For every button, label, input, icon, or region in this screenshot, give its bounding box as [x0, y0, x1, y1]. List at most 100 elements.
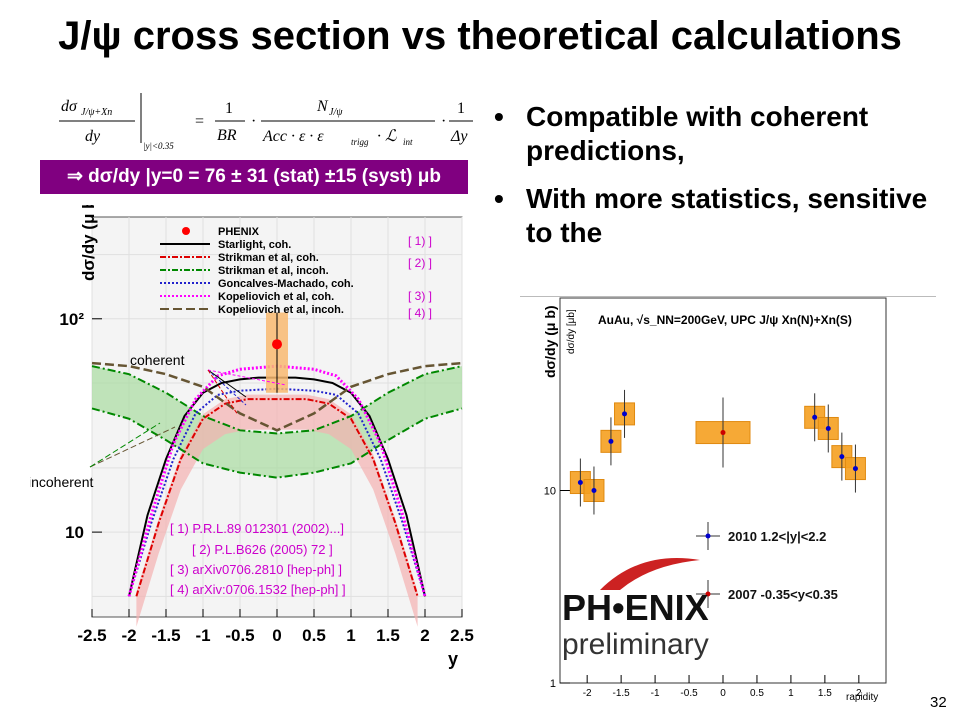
formula-eval-sub: |y|<0.35: [143, 141, 174, 151]
left-legend-label: Kopeliovich et al, coh.: [218, 291, 334, 303]
formula-f2-num-sub: J/ψ: [329, 107, 343, 118]
ref-tag: [ 2) ]: [408, 256, 432, 270]
data-point: [852, 466, 858, 472]
right-x-tick-label: 1.5: [818, 688, 832, 699]
bullet-list: Compatible with coherent predictions, Wi…: [490, 100, 940, 264]
right-inner-y-label: dσ/dy [μb]: [566, 309, 577, 354]
left-legend-marker: [182, 227, 190, 235]
formula-lhs-sub: J/ψ+Xn: [81, 107, 112, 118]
svg-text:·: ·: [441, 113, 446, 130]
right-legend: 2010 1.2<|y|<2.2 2007 -0.35<y<0.35: [696, 522, 838, 608]
right-x-ticks: -2 -1.5 -1 -0.5 0 0.5 1 1.5 2: [583, 675, 862, 699]
left-x-tick-label: -2.5: [77, 626, 106, 645]
curve-strikman-coh: [135, 398, 419, 597]
right-legend-marker: [705, 591, 711, 597]
data-point: [839, 454, 845, 460]
right-x-tick-label: 1: [788, 688, 794, 699]
right-x-tick-label: -1.5: [613, 688, 631, 699]
left-y-axis-label: dσ/dy (μ b): [79, 205, 98, 281]
left-legend-label: Starlight, coh.: [218, 239, 291, 251]
left-legend-label: Strikman et al, coh.: [218, 252, 319, 264]
divider-line: [520, 296, 936, 297]
left-legend-label: Kopeliovich et al, incoh.: [218, 304, 344, 316]
data-point: [812, 414, 818, 420]
left-y-ticks: 10 10²: [59, 310, 102, 542]
formula-lhs-den: dy: [85, 128, 101, 145]
left-x-tick-label: 2: [420, 626, 429, 645]
left-x-tick-label: -2: [121, 626, 136, 645]
data-point: [608, 438, 614, 444]
right-x-tick-label: -2: [583, 688, 592, 699]
right-x-tick-label: -1: [651, 688, 660, 699]
formula-f2-den-tail: · ℒ: [377, 128, 397, 145]
right-plot-frame: [559, 297, 887, 684]
formula-f2-den-sub: trigg: [351, 137, 369, 147]
right-chart-title: AuAu, √s_NN=200GeV, UPC J/ψ Xn(N)+Xn(S): [598, 313, 852, 327]
left-x-tick-label: 1.5: [376, 626, 400, 645]
data-point: [720, 430, 726, 436]
phenix-data-point: [272, 339, 282, 350]
reference-line: [ 3) arXiv0706.2810 [hep-ph] ]: [170, 562, 342, 577]
cross-section-formula: dσ J/ψ+Xn dy |y|<0.35 = 1 BR · N J/ψ Acc…: [59, 93, 473, 151]
left-bands: [92, 366, 462, 627]
right-legend-label: 2007 -0.35<y<0.35: [728, 587, 838, 602]
right-x-tick-label: 0.5: [750, 688, 764, 699]
left-legend-label: PHENIX: [218, 226, 260, 238]
logo-text: PH•ENIX: [562, 587, 709, 628]
left-x-tick-label: -1.5: [151, 626, 180, 645]
right-x-tick-label: -0.5: [680, 688, 698, 699]
formula-f1-den: BR: [217, 127, 237, 144]
curve-kopeliovich-incoh: [91, 361, 463, 432]
curve-strikman-incoh-lower: [91, 407, 463, 479]
reference-line: [ 4) arXiv:0706.1532 [hep-ph] ]: [170, 582, 346, 597]
slide-title: J/ψ cross section vs theoretical calcula…: [58, 14, 902, 58]
left-x-tick-label: 1: [346, 626, 355, 645]
data-point: [825, 425, 831, 431]
page-number: 32: [930, 694, 947, 711]
left-x-tick-label: -1: [195, 626, 210, 645]
right-legend-label: 2010 1.2<|y|<2.2: [728, 529, 826, 544]
left-legend-label: Goncalves-Machado, coh.: [218, 278, 354, 290]
right-y-ticks: 1 10: [544, 486, 570, 690]
data-point: [577, 480, 583, 486]
rapidity-measurement-chart: dσ/dy (μ b) dσ/dy [μb] AuAu, √s_NN=200Ge…: [542, 297, 887, 703]
svg-text:·: ·: [251, 113, 256, 130]
right-points: [569, 389, 866, 515]
ref-tag: [ 3) ]: [408, 289, 432, 303]
reference-line: [ 1) P.R.L.89 012301 (2002)...]: [170, 521, 344, 536]
formula-lhs-num: dσ: [61, 98, 78, 115]
bullet-item: With more statistics, sensitive to the: [490, 182, 940, 250]
right-legend-marker: [705, 533, 711, 539]
formula-f3-num: 1: [457, 100, 465, 117]
incoherent-annotation: incoherent: [30, 474, 93, 490]
left-legend-label: Strikman et al, incoh.: [218, 265, 329, 277]
coherent-annotation: coherent: [130, 352, 185, 368]
left-x-tick-label: -0.5: [225, 626, 254, 645]
formula-f2-den: Acc · ε · ε: [262, 128, 324, 145]
data-point: [591, 488, 597, 493]
left-phenix-point: [266, 312, 288, 393]
phenix-logo: PH•ENIX preliminary: [562, 558, 709, 661]
right-x-tick-label: 2: [856, 688, 862, 699]
right-y-tick-label: 10: [544, 486, 556, 498]
left-x-tick-label: 0.5: [302, 626, 326, 645]
curve-strikman-incoh-upper: [91, 365, 463, 435]
right-x-tick-label: 0: [720, 688, 726, 699]
right-y-axis-label: dσ/dy (μ b): [542, 305, 558, 378]
curve-goncalves-coh: [128, 387, 426, 597]
left-y-tick-label: 10: [65, 523, 84, 542]
ref-tag: [ 1) ]: [408, 234, 432, 248]
left-x-ticks: -2.5 -2 -1.5 -1 -0.5 0 0.5 1 1.5 2 2.5: [77, 609, 474, 645]
formula-f3-den: Δy: [450, 128, 468, 145]
formula-f1-num: 1: [225, 100, 233, 117]
right-x-axis-label: rapidity: [846, 692, 878, 703]
formula-f2-den-tail-sub: int: [403, 137, 413, 147]
theory-comparison-chart: -2.5 -2 -1.5 -1 -0.5 0 0.5 1 1.5 2 2.5 10 10² dσ/dy…: [30, 205, 474, 669]
logo-subtext: preliminary: [562, 628, 709, 661]
ref-tag: [ 4) ]: [408, 306, 432, 320]
left-x-tick-label: 0: [272, 626, 281, 645]
data-point: [622, 411, 628, 417]
left-x-axis-label: y: [448, 649, 458, 669]
reference-line: [ 2) P.L.B626 (2005) 72 ]: [192, 542, 333, 557]
